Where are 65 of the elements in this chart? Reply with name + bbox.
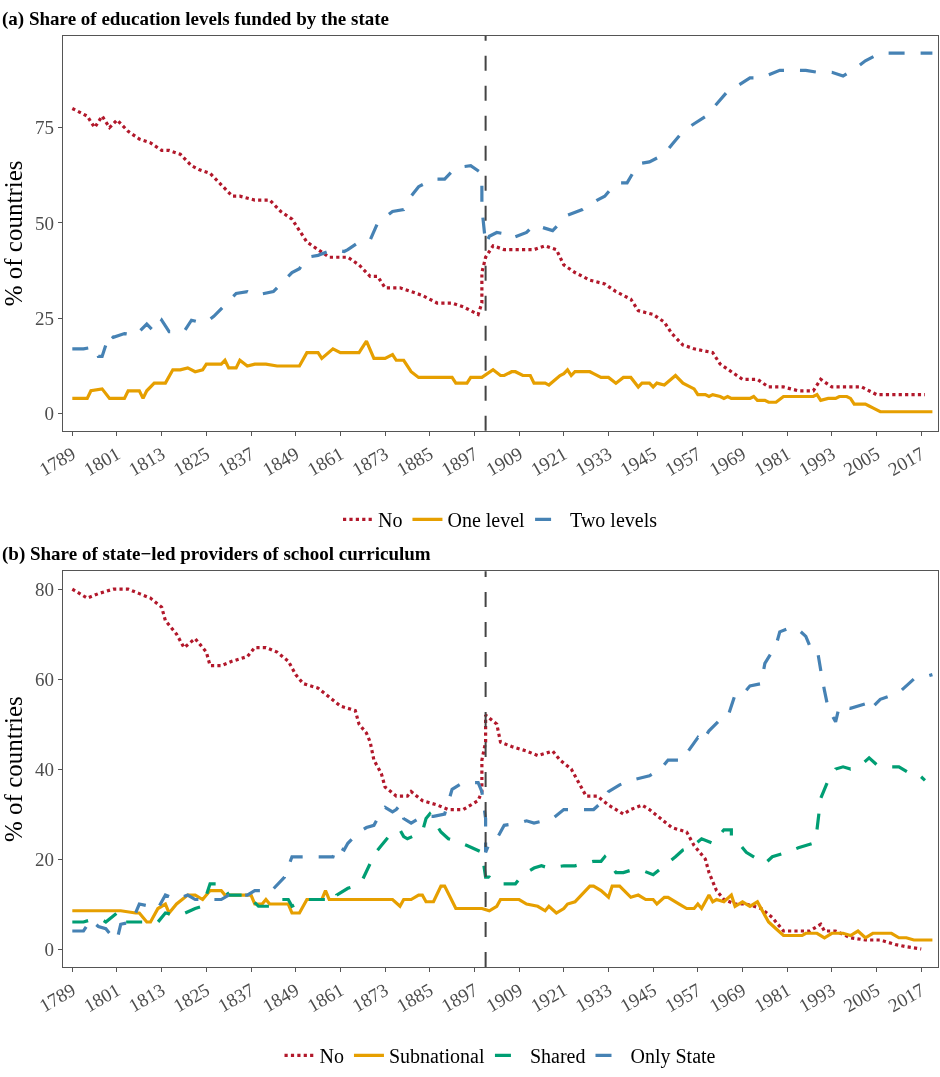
- legend-label: One level: [447, 509, 526, 532]
- line-series: [70, 339, 935, 414]
- x-tick-label: 1957: [661, 978, 705, 1017]
- x-tick-label: 1837: [214, 442, 258, 480]
- line-series: [70, 884, 935, 942]
- x-tick-label: 1981: [750, 442, 794, 480]
- x-tick-label: 1897: [437, 978, 482, 1017]
- x-tick-label: 1861: [303, 978, 348, 1017]
- x-tick-label: 1921: [527, 442, 571, 480]
- x-tick-label: 1813: [125, 978, 169, 1017]
- line-series: [70, 51, 935, 359]
- y-tick-label: 80: [35, 578, 55, 600]
- x-tick-label: 1849: [259, 978, 303, 1017]
- legend-label: Two levels: [570, 509, 658, 532]
- x-tick-label: 1993: [795, 978, 839, 1017]
- x-tick-label: 1921: [527, 978, 571, 1017]
- x-tick-label: 1969: [705, 978, 750, 1017]
- line-series: [70, 756, 927, 924]
- x-tick-label: 2017: [884, 978, 928, 1017]
- x-tick-label: 1969: [705, 442, 750, 480]
- x-tick-label: 1873: [348, 442, 392, 480]
- y-tick-label: 40: [35, 758, 55, 780]
- legend-label: Subnational: [388, 1045, 485, 1068]
- x-tick-label: 1909: [482, 978, 526, 1017]
- x-tick-label: 1945: [616, 978, 660, 1017]
- x-tick-label: 1801: [80, 442, 124, 480]
- x-tick-label: 1933: [571, 978, 616, 1017]
- x-tick-label: 1909: [482, 442, 526, 480]
- line-series: [70, 106, 927, 397]
- x-tick-label: 2017: [884, 442, 928, 480]
- y-tick-label: 25: [35, 307, 55, 329]
- x-tick-label: 1813: [125, 442, 169, 480]
- x-tick-label: 1789: [35, 978, 80, 1017]
- x-tick-label: 1825: [169, 442, 214, 480]
- legend-label: No: [378, 509, 403, 532]
- legend-label: Only State: [630, 1045, 716, 1069]
- x-tick-label: 1897: [437, 442, 482, 480]
- x-tick-label: 1873: [348, 978, 392, 1017]
- x-tick-label: 1849: [259, 442, 303, 480]
- x-tick-label: 1885: [393, 978, 437, 1017]
- y-tick-label: 50: [35, 212, 55, 234]
- x-tick-label: 1825: [169, 978, 214, 1017]
- chart-title: (b) Share of state−led providers of school curriculum: [2, 543, 431, 565]
- x-tick-label: 1957: [661, 442, 705, 480]
- x-tick-label: 1861: [303, 442, 348, 480]
- x-tick-label: 1789: [35, 442, 80, 480]
- chart-title: (a) Share of education levels funded by the state: [2, 8, 390, 30]
- y-tick-label: 20: [35, 848, 55, 870]
- x-tick-label: 1837: [214, 978, 258, 1017]
- x-tick-label: 1945: [616, 442, 660, 480]
- x-tick-label: 1993: [795, 442, 839, 480]
- x-tick-label: 1885: [393, 442, 437, 480]
- legend-label: Shared: [529, 1045, 586, 1068]
- y-tick-label: 0: [44, 403, 55, 425]
- y-tick-label: 0: [44, 938, 55, 960]
- y-axis-title: % of countries: [0, 696, 27, 842]
- x-tick-label: 2005: [839, 442, 884, 480]
- x-tick-label: 2005: [839, 978, 884, 1017]
- legend-label: No: [319, 1045, 344, 1068]
- x-tick-label: 1801: [80, 978, 124, 1017]
- x-tick-label: 1933: [571, 442, 616, 480]
- y-tick-label: 75: [35, 117, 55, 139]
- x-tick-label: 1981: [750, 978, 794, 1017]
- y-axis-title: % of countries: [0, 160, 27, 307]
- y-tick-label: 60: [35, 668, 55, 690]
